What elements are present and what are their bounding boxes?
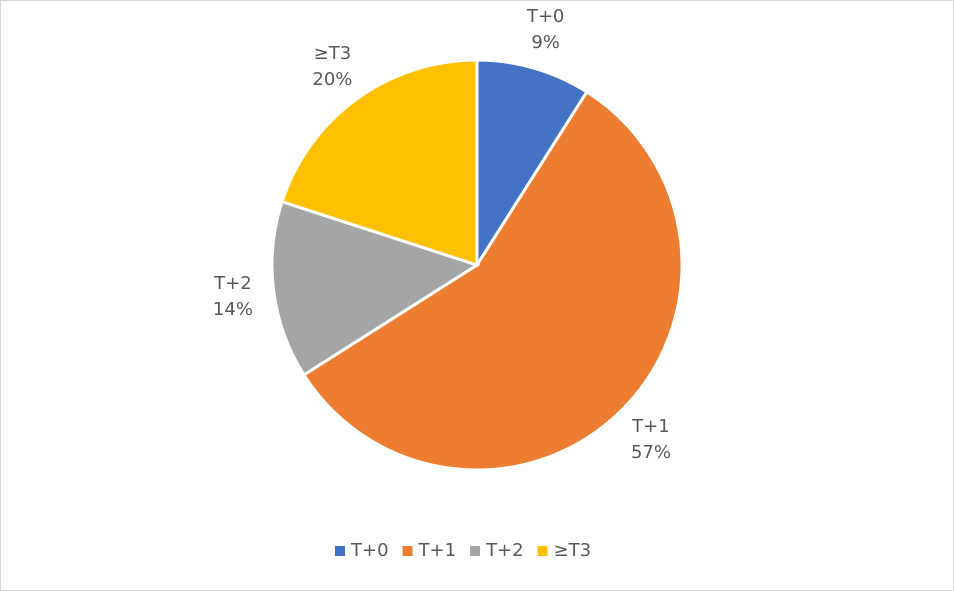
legend-label: T+0 [350,540,389,561]
data-label-value: 9% [531,32,560,53]
data-label-value: 14% [213,299,253,320]
pie-slice [280,58,479,268]
data-label-value: 57% [631,442,671,463]
legend-swatch [402,546,413,556]
legend-swatch [335,546,345,556]
legend-swatch [537,546,548,556]
data-label-name: T+2 [213,273,252,294]
pie-slice [270,199,481,377]
data-label-value: 20% [312,69,352,90]
data-label-name: ≥T3 [314,43,352,64]
data-label-name: T+0 [526,6,565,27]
data-label-name: T+1 [631,416,670,437]
legend-swatch [470,546,481,556]
legend-label: ≥T3 [554,540,592,561]
pie-slice [301,89,684,472]
legend-label: T+2 [485,540,524,561]
legend-label: T+1 [418,540,457,561]
pie-slice [475,58,589,271]
